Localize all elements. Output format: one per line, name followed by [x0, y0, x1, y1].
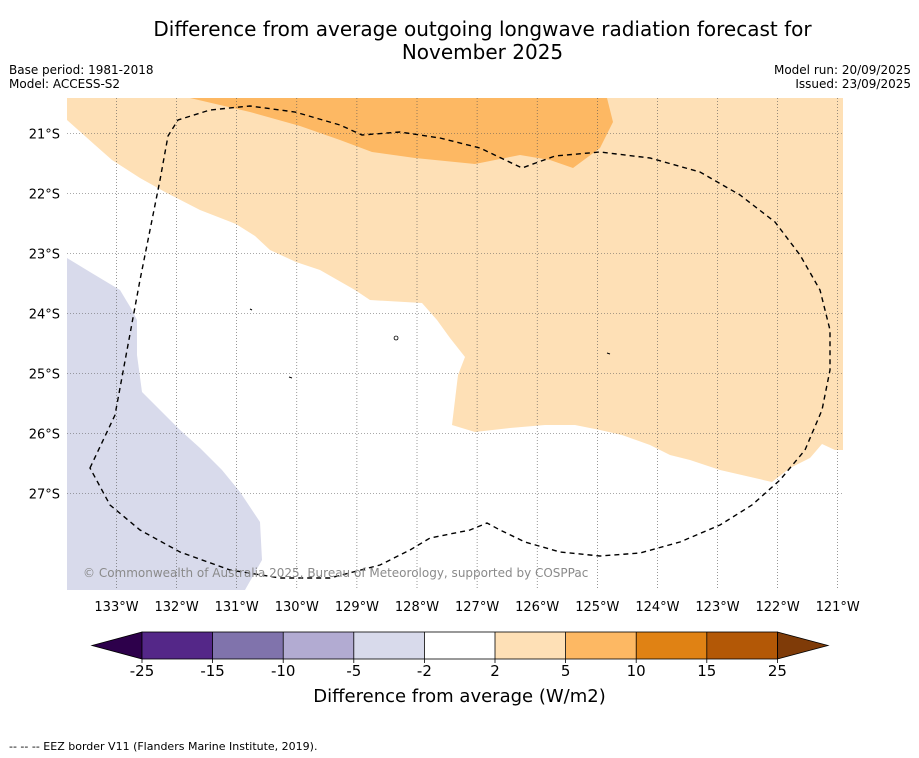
longitude-label: 132°W	[155, 600, 199, 615]
colorbar-segment	[283, 632, 354, 659]
longitude-labels: 133°W 132°W 131°W 130°W 129°W 128°W 127°W 126°W…	[94, 600, 860, 615]
colorbar-segment	[424, 632, 495, 659]
colorbar-outline	[141, 631, 778, 660]
colorbar-segment	[212, 632, 284, 659]
contour-speckle	[249, 308, 253, 311]
colorbar-extend-low	[90, 631, 143, 660]
colorbar-segment	[565, 632, 637, 659]
longitude-label: 124°W	[635, 600, 679, 615]
anomaly-region-5-10	[190, 98, 613, 168]
colorbar-label: Difference from average (W/m2)	[313, 686, 606, 707]
model-name: Model: ACCESS-S2	[9, 77, 121, 91]
longitude-label: 131°W	[215, 600, 259, 615]
colorbar-extend-high	[777, 631, 830, 660]
latitude-labels: 21°S 22°S 23°S 24°S 25°S 26°S 27°S	[29, 128, 60, 503]
colorbar-tick-label: 10	[627, 662, 646, 680]
latitude-label: 23°S	[29, 248, 60, 263]
colorbar-tick-label: -10	[271, 662, 296, 680]
colorbar-segment	[706, 632, 778, 659]
anomaly-region-2-5	[67, 98, 843, 482]
longitude-label: 133°W	[94, 600, 138, 615]
colorbar-tick-label: 15	[697, 662, 716, 680]
longitude-label: 126°W	[515, 600, 559, 615]
anomaly-region-m5-m2	[67, 258, 262, 590]
colorbar-tick-label: 5	[561, 662, 571, 680]
colorbar-tick-label: -15	[200, 662, 225, 680]
eez-border	[89, 105, 831, 579]
longitude-label: 122°W	[756, 600, 800, 615]
latitude-label: 26°S	[29, 428, 60, 443]
colorbar-segment	[636, 632, 707, 659]
longitude-label: 130°W	[275, 600, 319, 615]
latitude-label: 27°S	[29, 488, 60, 503]
colorbar-segment	[353, 632, 425, 659]
model-run: Model run: 20/09/2025	[773, 63, 911, 77]
colorbar-segment	[142, 632, 213, 659]
colorbar-tick-label: -2	[417, 662, 432, 680]
contour-speckle	[393, 335, 399, 341]
colorbar: -25 -15 -10 -5 -2 2 5 10 15 25	[90, 631, 830, 680]
meta-left: Base period: 1981-2018 Model: ACCESS-S2	[9, 63, 154, 91]
latitude-label: 22°S	[29, 188, 60, 203]
colorbar-segment	[495, 632, 566, 659]
eez-legend-note: -- -- -- EEZ border V11 (Flanders Marine…	[9, 740, 318, 753]
longitude-label: 121°W	[816, 600, 860, 615]
latitude-label: 24°S	[29, 308, 60, 323]
longitude-label: 129°W	[335, 600, 379, 615]
colorbar-tick-label: -25	[130, 662, 155, 680]
latitude-label: 25°S	[29, 368, 60, 383]
longitude-label: 125°W	[575, 600, 619, 615]
title-line-1: Difference from average outgoing longwav…	[153, 17, 812, 41]
base-period: Base period: 1981-2018	[9, 63, 154, 77]
issued-date: Issued: 23/09/2025	[795, 77, 911, 91]
gridlines	[67, 98, 843, 590]
longitude-label: 128°W	[395, 600, 439, 615]
colorbar-tick-label: 2	[490, 662, 500, 680]
longitude-label: 127°W	[455, 600, 499, 615]
colorbar-tick-label: 25	[768, 662, 787, 680]
title-line-2: November 2025	[401, 40, 564, 64]
longitude-label: 123°W	[695, 600, 739, 615]
meta-right: Model run: 20/09/2025 Issued: 23/09/2025	[774, 63, 911, 91]
map-area	[67, 98, 843, 590]
map-title: Difference from average outgoing longwav…	[0, 18, 919, 64]
colorbar-tick-label: -5	[346, 662, 361, 680]
copyright-notice: © Commonwealth of Australia 2025, Bureau…	[83, 566, 589, 580]
contour-speckle	[288, 376, 293, 379]
contour-speckle	[606, 352, 611, 355]
latitude-label: 21°S	[29, 128, 60, 143]
